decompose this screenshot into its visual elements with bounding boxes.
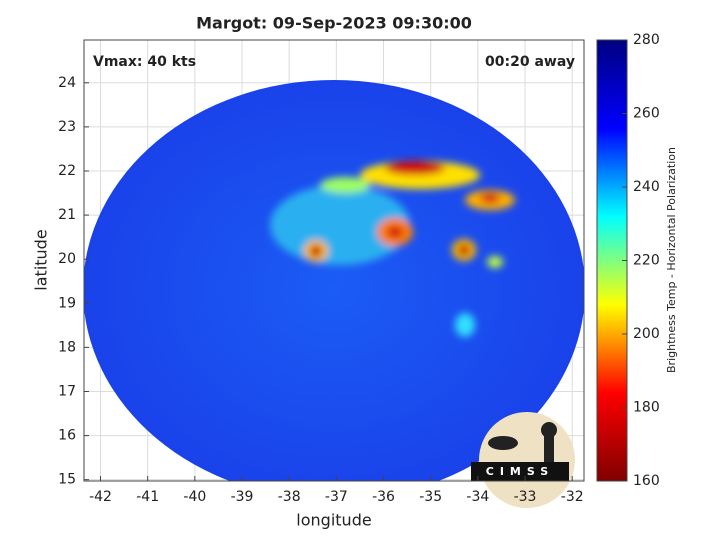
y-tick-label: 17: [58, 383, 76, 399]
y-tick-label: 23: [58, 119, 76, 135]
x-tick-label: -39: [231, 489, 254, 505]
y-axis-label: latitude: [32, 229, 51, 290]
y-tick-label: 22: [58, 163, 76, 179]
colorbar-tick-label: 220: [633, 253, 660, 269]
x-tick-label: -33: [514, 489, 537, 505]
colorbar-tick-label: 260: [633, 106, 660, 122]
x-tick-label: -36: [372, 489, 395, 505]
y-tick-label: 18: [58, 339, 76, 355]
annotation: Vmax: 40 kts: [93, 54, 196, 70]
y-tick-label: 15: [58, 472, 76, 488]
imagery: [84, 80, 584, 481]
y-tick-label: 21: [58, 207, 76, 223]
chart-title: Margot: 09-Sep-2023 09:30:00: [196, 14, 472, 33]
colorbar-label: Brightness Temp - Horizontal Polarizatio…: [665, 147, 678, 373]
x-tick-label: -32: [561, 489, 584, 505]
colorbar-tick-label: 200: [633, 326, 660, 342]
x-tick-label: -42: [89, 489, 112, 505]
x-tick-label: -41: [136, 489, 159, 505]
x-tick-label: -34: [466, 489, 489, 505]
y-tick-label: 19: [58, 295, 76, 311]
y-tick-label: 20: [58, 251, 76, 267]
x-axis-label: longitude: [296, 511, 371, 530]
y-tick-label: 24: [58, 75, 76, 91]
convection: [270, 161, 515, 337]
colorbar-tick-label: 180: [633, 400, 660, 416]
colorbar-tick-label: 280: [633, 32, 660, 48]
y-tick-label: 16: [58, 428, 76, 444]
colorbar-tick-label: 240: [633, 179, 660, 195]
plot-frame: [83, 39, 585, 482]
x-tick-label: -38: [278, 489, 301, 505]
annotation: 00:20 away: [485, 54, 575, 70]
logo-text: CIMSS: [486, 465, 554, 478]
colorbar-tick-label: 160: [633, 473, 660, 489]
x-tick-label: -37: [325, 489, 348, 505]
x-tick-label: -35: [419, 489, 442, 505]
logo: CIMSS: [471, 412, 575, 508]
x-tick-label: -40: [183, 489, 206, 505]
ticks: -42 -41 -40 -39 -38 -37 -36 -35 -34 -33 -32 15 16 17 1…: [58, 75, 583, 505]
